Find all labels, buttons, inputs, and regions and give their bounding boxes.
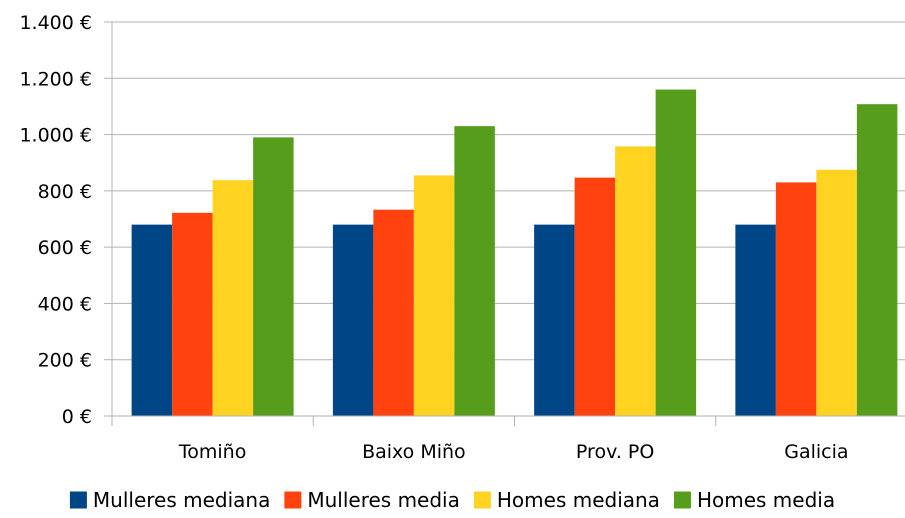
bar (131, 224, 173, 416)
y-tick-label: 1.200 € (19, 68, 92, 90)
bar (574, 177, 616, 416)
bar (735, 224, 776, 416)
legend-swatch (69, 491, 87, 509)
legend-label: Mulleres media (307, 488, 460, 512)
x-tick-label: Galicia (784, 441, 848, 463)
legend-swatch (473, 491, 491, 509)
bar (775, 182, 817, 416)
bar (615, 146, 656, 417)
y-tick-label: 800 € (38, 181, 92, 203)
x-tick-label: Tomiño (178, 441, 246, 463)
bar (454, 126, 495, 416)
bars (131, 89, 898, 417)
y-tick-label: 1.400 € (19, 12, 92, 34)
legend-label: Homes media (697, 488, 835, 512)
legend-swatch (284, 491, 302, 509)
y-tick-label: 600 € (38, 237, 92, 259)
y-tick-label: 0 € (62, 406, 92, 428)
legend-label: Homes mediana (497, 488, 660, 512)
x-axis-tick-labels: Tomiño Baixo Miño Prov. PO Galicia (178, 441, 849, 463)
bar (212, 180, 254, 416)
y-tick-label: 400 € (38, 293, 92, 315)
x-tick-label: Prov. PO (576, 441, 654, 463)
bar (253, 137, 294, 416)
legend: Mulleres mediana Mulleres media Homes medi… (69, 488, 835, 512)
y-tick-label: 1.000 € (19, 125, 92, 147)
bar (413, 175, 455, 416)
legend-label: Mulleres mediana (93, 488, 270, 512)
bar (373, 209, 414, 416)
y-tick-label: 200 € (38, 350, 92, 372)
bar (816, 169, 857, 416)
bar (534, 224, 575, 416)
y-axis-tick-labels: 0 € 200 € 400 € 600 € 800 € 1.000 € 1.200 € 1.4… (19, 12, 92, 428)
bar (332, 224, 374, 416)
bar (856, 104, 898, 417)
axes (104, 21, 905, 426)
bar (655, 89, 697, 417)
bar (172, 212, 213, 416)
legend-swatch (673, 491, 691, 509)
x-tick-label: Baixo Miño (362, 441, 466, 463)
